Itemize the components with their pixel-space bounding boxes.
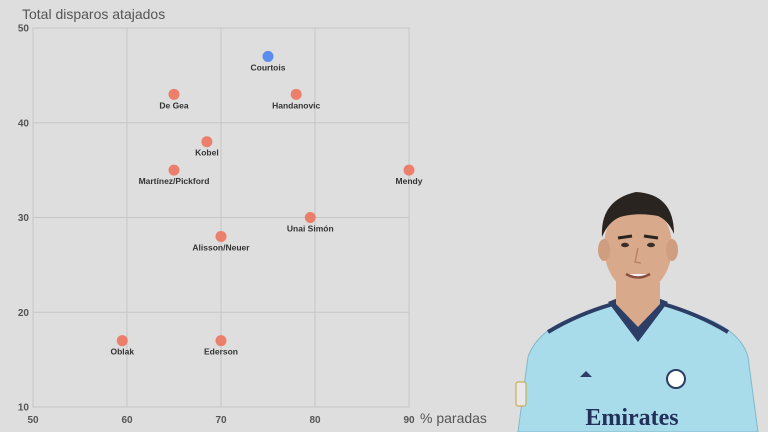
- data-point-label: Alisson/Neuer: [192, 242, 250, 252]
- grid-lines: [32, 27, 410, 408]
- data-point-label: Mendy: [396, 176, 423, 186]
- x-tick-label: 50: [27, 415, 39, 426]
- data-point: [290, 88, 302, 100]
- axis-ticks: 50 60 70 80 90 10 20 30 40 50: [18, 24, 415, 427]
- data-point: [262, 50, 274, 62]
- x-tick-label: 80: [309, 415, 321, 426]
- data-point: [215, 230, 227, 242]
- x-tick-label: 70: [215, 415, 227, 426]
- y-tick-label: 10: [18, 403, 30, 414]
- data-point-label: Ederson: [204, 347, 238, 357]
- data-point-label: Oblak: [110, 347, 134, 357]
- y-axis-label: Total disparos atajados: [22, 6, 166, 22]
- x-axis-label: % paradas: [420, 410, 487, 426]
- data-point-label: Kobel: [195, 148, 219, 158]
- data-point-label: Martínez/Pickford: [139, 176, 210, 186]
- jersey-sponsor: Emirates: [585, 405, 678, 431]
- data-point: [168, 88, 180, 100]
- y-tick-label: 40: [18, 118, 30, 129]
- data-point: [403, 164, 415, 176]
- data-point: [116, 335, 128, 347]
- data-point-label: Unai Simón: [287, 224, 334, 234]
- x-tick-label: 90: [403, 415, 415, 426]
- player-photo: Emirates: [515, 192, 759, 432]
- y-tick-label: 50: [18, 24, 30, 35]
- data-points: Courtois De Gea Handanovic Kobel Martínez/Pi…: [110, 50, 423, 357]
- data-point-label: De Gea: [159, 100, 189, 110]
- y-tick-label: 30: [18, 213, 30, 224]
- data-point: [215, 335, 227, 347]
- data-point: [168, 164, 180, 176]
- x-tick-label: 60: [121, 415, 133, 426]
- data-point: [201, 136, 213, 148]
- data-point-label: Courtois: [251, 62, 286, 72]
- data-point-label: Handanovic: [272, 100, 320, 110]
- y-tick-label: 20: [18, 308, 30, 319]
- data-point: [304, 212, 316, 223]
